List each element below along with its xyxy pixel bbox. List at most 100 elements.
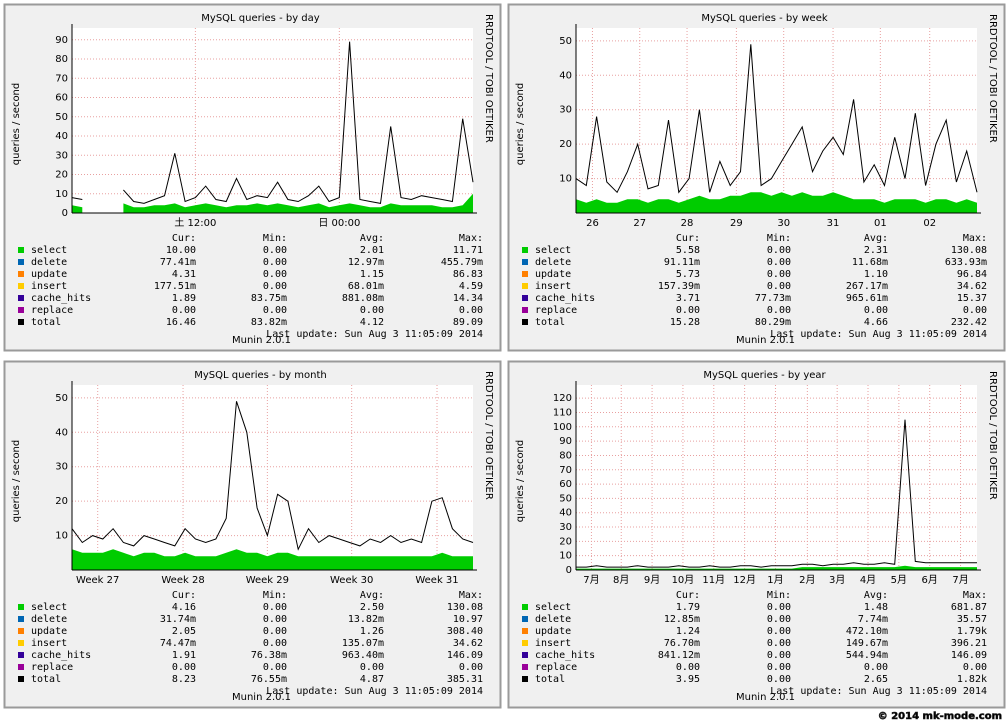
legend-swatch xyxy=(18,259,24,265)
legend-stat: 308.40 xyxy=(447,626,483,637)
legend-swatch xyxy=(522,652,528,658)
legend-stat: 76.70m xyxy=(664,638,700,649)
legend-swatch xyxy=(18,271,24,277)
y-tick-label: 40 xyxy=(559,508,572,519)
legend-stat: 3.71 xyxy=(676,293,700,304)
legend-stat: 0.00 xyxy=(263,281,287,292)
legend-stat: 10.00 xyxy=(166,245,196,256)
legend-stat: 2.01 xyxy=(360,245,384,256)
legend-stat: 396.21 xyxy=(951,638,987,649)
legend-swatch xyxy=(18,676,24,682)
legend-swatch xyxy=(522,628,528,634)
legend-swatch xyxy=(18,604,24,610)
munin-version: Munin 2.0.1 xyxy=(232,692,291,703)
legend-stat: 5.73 xyxy=(676,269,700,280)
legend-stat: 157.39m xyxy=(658,281,700,292)
munin-version: Munin 2.0.1 xyxy=(736,335,795,346)
y-tick-label: 40 xyxy=(55,427,68,438)
legend-stat: 633.93m xyxy=(945,257,987,268)
legend-swatch xyxy=(18,295,24,301)
y-axis-label: queries / second xyxy=(515,83,526,165)
y-tick-label: 40 xyxy=(559,70,572,81)
legend-name: replace xyxy=(31,305,73,316)
y-tick-label: 10 xyxy=(55,531,68,542)
x-tick-label: 2月 xyxy=(799,574,815,586)
legend-stat: 4.16 xyxy=(172,602,196,613)
legend-stat: 0.00 xyxy=(767,257,791,268)
legend-header: Max: xyxy=(459,590,483,601)
legend-name: delete xyxy=(535,257,571,268)
legend-stat: 1.10 xyxy=(864,269,888,280)
legend-stat: 1.79k xyxy=(957,626,987,637)
side-text: RRDTOOL / TOBI OETIKER xyxy=(987,371,998,500)
legend-stat: 0.00 xyxy=(767,674,791,685)
legend-stat: 12.85m xyxy=(664,614,700,625)
legend-stat: 0.00 xyxy=(172,662,196,673)
series-area xyxy=(576,192,977,213)
legend-stat: 963.40m xyxy=(342,650,384,661)
legend-stat: 1.48 xyxy=(864,602,888,613)
graph-panel: MySQL queries - by month queries / second… xyxy=(3,360,502,709)
legend-name: select xyxy=(31,245,67,256)
x-tick-label: 31 xyxy=(827,218,840,229)
legend-stat: 34.62 xyxy=(957,281,987,292)
y-tick-label: 30 xyxy=(55,462,68,473)
y-tick-label: 20 xyxy=(559,536,572,547)
y-tick-label: 10 xyxy=(55,189,68,200)
y-tick-label: 40 xyxy=(55,131,68,142)
x-tick-label: 8月 xyxy=(613,574,629,586)
legend-name: select xyxy=(535,245,571,256)
legend-stat: 0.00 xyxy=(263,257,287,268)
y-tick-label: 20 xyxy=(55,170,68,181)
legend-stat: 4.87 xyxy=(360,674,384,685)
plot-area xyxy=(72,385,473,570)
legend-name: delete xyxy=(31,257,67,268)
legend-stat: 34.62 xyxy=(453,638,483,649)
legend-swatch xyxy=(18,283,24,289)
legend-stat: 0.00 xyxy=(963,305,987,316)
series-line xyxy=(575,44,978,194)
legend-stat: 91.11m xyxy=(664,257,700,268)
legend-stat: 3.95 xyxy=(676,674,700,685)
legend-name: update xyxy=(535,626,571,637)
legend-name: delete xyxy=(535,614,571,625)
y-tick-label: 30 xyxy=(559,105,572,116)
legend-swatch xyxy=(522,616,528,622)
legend-stat: 86.83 xyxy=(453,269,483,280)
legend-name: cache_hits xyxy=(535,293,595,304)
legend-stat: 68.01m xyxy=(348,281,384,292)
legend-swatch xyxy=(18,628,24,634)
legend-name: insert xyxy=(535,281,571,292)
legend-swatch xyxy=(18,664,24,670)
y-tick-label: 50 xyxy=(559,493,572,504)
series-line xyxy=(71,401,474,551)
legend-stat: 11.71 xyxy=(453,245,483,256)
legend-header: Max: xyxy=(963,590,987,601)
legend-stat: 1.24 xyxy=(676,626,700,637)
legend-swatch xyxy=(522,640,528,646)
series-line xyxy=(71,197,83,200)
legend-stat: 96.84 xyxy=(957,269,987,280)
legend-stat: 0.00 xyxy=(864,662,888,673)
y-tick-label: 20 xyxy=(559,139,572,150)
legend-stat: 77.73m xyxy=(755,293,791,304)
legend-stat: 881.08m xyxy=(342,293,384,304)
legend-stat: 232.42 xyxy=(951,317,987,328)
x-tick-label: Week 29 xyxy=(246,575,289,586)
x-tick-label: 27 xyxy=(633,218,646,229)
y-tick-label: 50 xyxy=(559,36,572,47)
legend-stat: 76.55m xyxy=(251,674,287,685)
legend-stat: 130.08 xyxy=(951,245,987,256)
legend-name: total xyxy=(31,317,61,328)
legend-stat: 2.65 xyxy=(864,674,888,685)
legend-stat: 0.00 xyxy=(263,614,287,625)
legend-name: total xyxy=(31,674,61,685)
legend-header: Cur: xyxy=(172,233,196,244)
legend-header: Max: xyxy=(459,233,483,244)
x-tick-label: Week 31 xyxy=(415,575,458,586)
legend-stat: 2.05 xyxy=(172,626,196,637)
legend-name: replace xyxy=(31,662,73,673)
legend-header: Min: xyxy=(263,233,287,244)
y-tick-label: 60 xyxy=(559,479,572,490)
y-tick-label: 120 xyxy=(553,393,572,404)
